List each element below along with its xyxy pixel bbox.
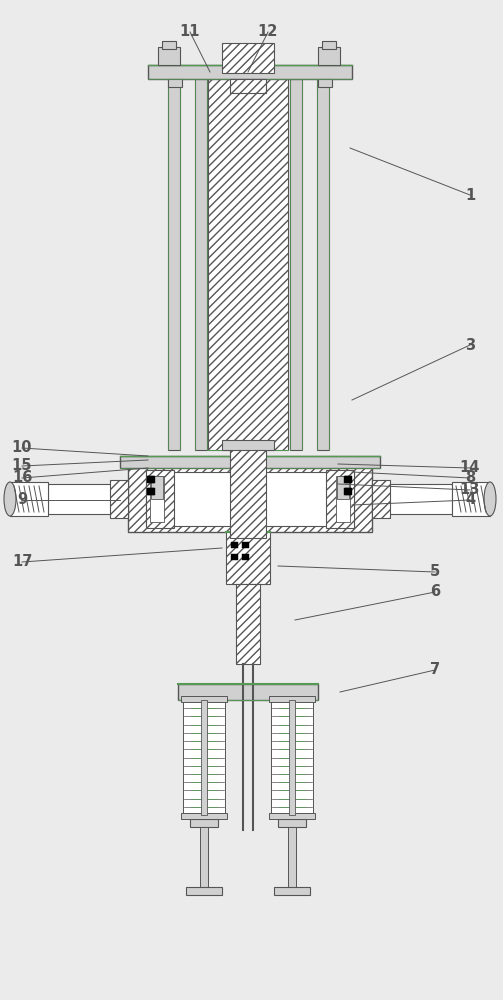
Bar xyxy=(146,470,174,528)
Bar xyxy=(183,700,225,815)
Bar xyxy=(372,480,390,518)
Bar xyxy=(178,684,318,700)
Bar xyxy=(231,554,238,560)
Bar xyxy=(195,75,207,450)
Bar xyxy=(158,47,180,65)
Bar xyxy=(190,819,218,827)
Bar xyxy=(128,466,372,532)
Bar xyxy=(318,79,332,87)
Bar xyxy=(146,472,354,526)
Bar xyxy=(222,440,274,450)
Bar xyxy=(148,488,155,495)
Text: 10: 10 xyxy=(12,440,32,456)
Text: 12: 12 xyxy=(258,24,278,39)
Bar xyxy=(344,476,351,483)
Bar xyxy=(226,532,270,584)
Bar xyxy=(201,700,207,815)
Bar xyxy=(222,43,274,73)
Bar xyxy=(48,484,128,514)
Bar xyxy=(148,476,155,483)
Bar xyxy=(162,41,176,49)
Bar xyxy=(290,75,302,450)
Bar xyxy=(150,476,164,522)
Text: 15: 15 xyxy=(12,458,32,474)
Bar xyxy=(231,542,238,548)
Text: 4: 4 xyxy=(465,492,475,508)
Bar xyxy=(326,470,354,528)
Ellipse shape xyxy=(484,482,496,516)
Bar xyxy=(345,488,352,495)
Bar xyxy=(147,476,154,483)
Bar xyxy=(242,542,249,548)
Bar xyxy=(337,476,349,499)
Bar xyxy=(10,482,48,516)
Bar xyxy=(288,827,296,887)
Bar xyxy=(269,696,315,702)
Bar xyxy=(147,488,154,495)
Bar xyxy=(242,554,249,560)
Bar xyxy=(181,696,227,702)
Bar xyxy=(322,41,336,49)
Bar xyxy=(289,700,295,815)
Bar xyxy=(168,75,180,450)
Bar xyxy=(181,813,227,819)
Text: 1: 1 xyxy=(465,188,475,202)
Text: 5: 5 xyxy=(430,564,440,580)
Bar xyxy=(120,456,380,468)
Bar xyxy=(274,887,310,895)
Bar xyxy=(452,482,490,516)
Bar xyxy=(230,79,266,93)
Bar xyxy=(336,476,350,522)
Bar xyxy=(236,584,260,664)
Bar xyxy=(208,75,288,450)
Bar xyxy=(230,448,266,538)
Bar xyxy=(344,488,351,495)
Text: 3: 3 xyxy=(465,338,475,353)
Text: 14: 14 xyxy=(460,460,480,476)
Bar xyxy=(317,75,329,450)
Ellipse shape xyxy=(4,482,16,516)
Bar xyxy=(269,813,315,819)
Bar xyxy=(186,887,222,895)
Bar xyxy=(148,65,352,79)
Bar xyxy=(318,47,340,65)
Bar xyxy=(110,480,128,518)
Text: 16: 16 xyxy=(12,471,32,486)
Bar xyxy=(168,79,182,87)
Bar xyxy=(278,819,306,827)
Bar xyxy=(271,700,313,815)
Text: 8: 8 xyxy=(465,471,475,486)
Text: 13: 13 xyxy=(460,483,480,497)
Text: 11: 11 xyxy=(180,24,200,39)
Bar xyxy=(151,476,163,499)
Text: 17: 17 xyxy=(12,554,32,570)
Text: 9: 9 xyxy=(17,492,27,508)
Bar xyxy=(345,476,352,483)
Bar xyxy=(372,484,452,514)
Text: 6: 6 xyxy=(430,584,440,599)
Text: 7: 7 xyxy=(430,662,440,678)
Bar xyxy=(200,827,208,887)
